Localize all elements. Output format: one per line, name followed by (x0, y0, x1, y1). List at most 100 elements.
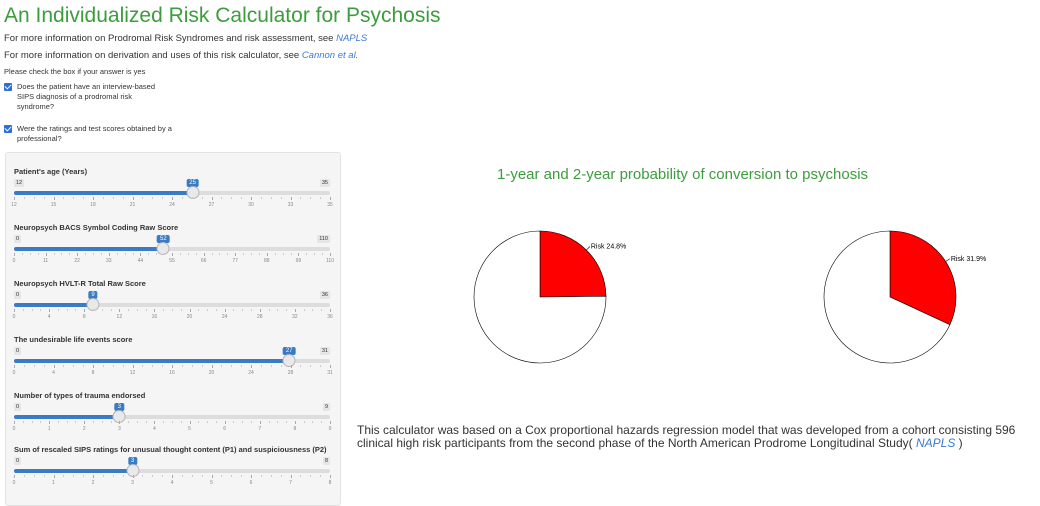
slider-tick (33, 365, 35, 367)
slider-tick (73, 475, 75, 477)
slider-fill (14, 247, 164, 251)
pie-slice-label: Risk 31.9% (951, 256, 986, 263)
slider-tick (23, 475, 25, 477)
chart-title: 1-year and 2-year probability of convers… (497, 166, 869, 183)
checkbox-professional-ratings[interactable]: Were the ratings and test scores obtaine… (4, 124, 184, 144)
info-text: For more information on Prodromal Risk S… (4, 33, 334, 44)
checkbox-instruction: Please check the box if your answer is y… (4, 67, 146, 76)
slider-tick (93, 253, 94, 255)
slider-track[interactable] (14, 186, 330, 199)
slider-fill (14, 359, 290, 363)
checkbox-label: Does the patient have an interview-based… (17, 82, 156, 111)
slider-tick (266, 253, 268, 256)
slider-tick (189, 309, 191, 312)
slider-tick (37, 253, 39, 255)
slider-tick (211, 197, 213, 200)
slider-tick (251, 421, 252, 423)
slider-age[interactable]: Patient's age (Years) 12 35 25 12 15 18 21 24 27 3… (11, 167, 333, 208)
slider-tick (172, 309, 173, 311)
slider-label: Number of types of trauma endorsed (14, 391, 146, 400)
slider-tick (14, 421, 15, 424)
slider-tick (180, 309, 182, 311)
slider-life-events[interactable]: The undesirable life events score 0 31 27 0 4… (12, 335, 333, 376)
slider-tick (128, 421, 130, 423)
slider-tick (270, 365, 272, 367)
info-line-napls: For more information on Prodromal Risk S… (4, 33, 367, 44)
slider-tick-label: 110 (326, 258, 334, 264)
slider-tick (75, 309, 77, 311)
slider-tick (290, 365, 292, 368)
slider-track[interactable] (14, 410, 330, 423)
slider-tick (152, 197, 154, 199)
slider-tick (100, 253, 102, 255)
checkbox-sips-diagnosis[interactable]: Does the patient have an interview-based… (4, 82, 174, 112)
slider-sips-p1-p2[interactable]: Sum of rescaled SIPS ratings for unusual… (13, 445, 332, 486)
slider-tick (22, 421, 24, 423)
slider-tick (84, 309, 86, 312)
napls-link[interactable]: NAPLS (336, 33, 368, 44)
pie-svg: Risk 31.9% (823, 230, 986, 364)
slider-tick (31, 421, 33, 423)
slider-tick (43, 197, 45, 199)
slider-tick-label: 28 (287, 370, 294, 376)
pie-label-leader (586, 246, 591, 251)
slider-tick (132, 197, 134, 200)
slider-tick (66, 309, 68, 311)
slider-tick (251, 309, 252, 311)
slider-handle[interactable] (282, 354, 296, 367)
slider-tick (101, 421, 103, 423)
slider-ticks: 0 4 8 12 16 20 24 28 31 (12, 365, 333, 376)
slider-tick (300, 475, 302, 477)
input-panel: Patient's age (Years) 12 35 25 12 15 18 21 24 27 3… (5, 152, 341, 506)
slider-tick (93, 475, 94, 478)
slider-tick (14, 253, 15, 256)
slider-tick (211, 475, 213, 478)
slider-tick (61, 253, 63, 255)
slider-trauma-types[interactable]: Number of types of trauma endorsed 0 9 3 0 1 2… (13, 391, 332, 432)
slider-tick-label: 0 (12, 258, 16, 264)
slider-tick (224, 309, 226, 312)
slider-tick-label: 6 (223, 426, 227, 432)
slider-tick-label: 8 (328, 480, 332, 486)
slider-tick (53, 365, 55, 368)
slider-tick (290, 253, 292, 255)
slider-tick (286, 309, 288, 311)
slider-track[interactable] (14, 354, 330, 367)
slider-label: Patient's age (Years) (14, 167, 88, 176)
slider-tick (312, 309, 314, 311)
slider-tick-label: 8 (82, 314, 86, 320)
slider-track[interactable] (14, 464, 330, 477)
slider-tick (227, 253, 229, 255)
slider-track[interactable] (14, 298, 330, 311)
slider-tick-label: 66 (200, 258, 207, 264)
slider-track[interactable] (14, 242, 330, 255)
slider-tick (83, 197, 85, 199)
footer-napls-link[interactable]: NAPLS (915, 436, 956, 450)
slider-value-label: 9 (88, 291, 98, 299)
slider-min-label: 0 (14, 291, 22, 299)
slider-tick (191, 475, 193, 477)
slider-tick (119, 309, 121, 312)
slider-label: Neuropsych HVLT-R Total Raw Score (14, 279, 146, 288)
slider-tick-label: 12 (11, 202, 17, 208)
pie-slice (823, 230, 951, 364)
cannon-link[interactable]: Cannon et al. (301, 50, 359, 61)
slider-tick-label: 31 (327, 370, 333, 376)
slider-bacs-symbol-coding[interactable]: Neuropsych BACS Symbol Coding Raw Score 0… (12, 223, 334, 264)
slider-tick (21, 253, 23, 255)
checkbox-checked-icon[interactable] (4, 125, 12, 133)
slider-tick (314, 253, 316, 255)
slider-handle[interactable] (156, 242, 170, 255)
slider-tick-label: 3 (131, 480, 134, 486)
slider-tick (219, 253, 221, 255)
slider-tick-label: 0 (12, 370, 16, 376)
slider-tick-label: 4 (153, 426, 156, 432)
slider-hvlt-r-total[interactable]: Neuropsych HVLT-R Total Raw Score 0 36 9 0 4 8… (13, 279, 333, 320)
slider-fill (14, 303, 93, 307)
slider-tick (233, 309, 235, 311)
slider-tick (40, 309, 42, 311)
slider-tick-label: 33 (106, 258, 112, 264)
checkbox-checked-icon[interactable] (4, 83, 12, 91)
slider-tick-label: 1 (47, 426, 51, 432)
slider-tick (270, 475, 272, 477)
